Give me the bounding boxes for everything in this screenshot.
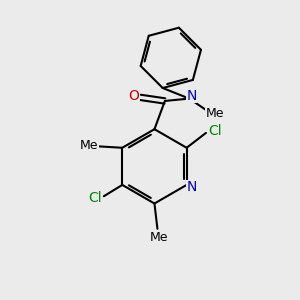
Text: N: N	[187, 180, 197, 194]
Text: Me: Me	[150, 231, 168, 244]
Text: Me: Me	[80, 139, 98, 152]
Text: O: O	[128, 89, 140, 103]
Text: Cl: Cl	[208, 124, 222, 138]
Text: Me: Me	[206, 107, 224, 120]
Text: N: N	[186, 88, 197, 103]
Text: Cl: Cl	[88, 191, 102, 205]
